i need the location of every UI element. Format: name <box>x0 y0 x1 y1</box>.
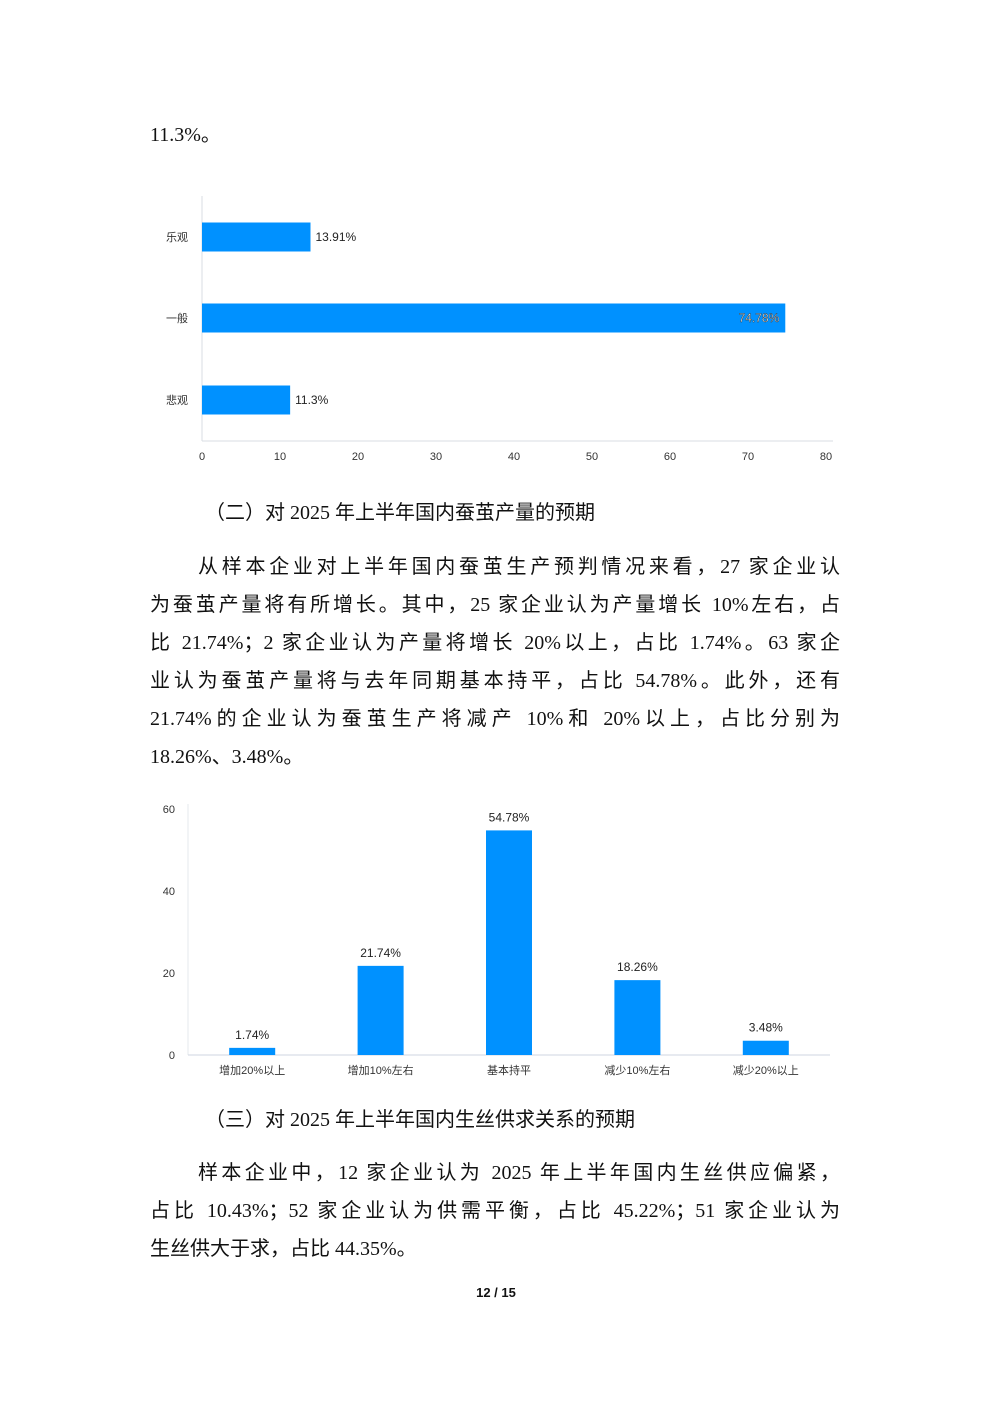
body-text-line: 生丝供大于求，占比 44.35%。 <box>150 1238 417 1260</box>
y-tick-label: 0 <box>169 1050 175 1062</box>
category-label: 增加20%以上 <box>219 1063 285 1077</box>
data-label: 13.91% <box>315 230 356 244</box>
x-tick-label: 60 <box>664 451 676 463</box>
category-label: 悲观 <box>166 393 188 407</box>
body-text-line: 18.26%、3.48%。 <box>150 746 304 768</box>
bar <box>202 222 311 252</box>
data-label: 74.78% <box>739 311 780 325</box>
cocoon-output-bar-chart: 0 20 40 60 1.74% 增加20%以上 21.74% 增加10%左右 54.78% 基本… <box>163 804 830 1077</box>
body-text-line: 样本企业中，12 家企业认为 2025 年上半年国内生丝供应偏紧， <box>198 1162 840 1184</box>
outlook-bar-chart: 0 10 20 30 40 50 60 70 80 乐观 13.91% 一般 74.78% 悲观 11.3% <box>166 196 833 463</box>
x-tick-label: 30 <box>430 451 442 463</box>
bar <box>742 1040 789 1055</box>
category-label: 增加10%左右 <box>348 1063 414 1077</box>
category-label: 减少10%左右 <box>604 1063 670 1077</box>
bar <box>486 830 532 1055</box>
section-heading-2: （二）对 2025 年上半年国内蚕茧产量的预期 <box>205 502 595 524</box>
data-label: 54.78% <box>489 810 530 824</box>
data-label: 21.74% <box>360 946 401 960</box>
data-label: 11.3% <box>295 393 328 407</box>
y-tick-label: 60 <box>163 804 175 816</box>
body-text-line: 业认为蚕茧产量将与去年同期基本持平，占比 54.78%。此外，还有 <box>150 670 840 692</box>
data-label: 1.74% <box>235 1028 269 1042</box>
bar <box>229 1047 276 1055</box>
body-text-line: 为蚕茧产量将有所增长。其中，25 家企业认为产量增长 10%左右，占 <box>150 594 840 616</box>
x-tick-label: 80 <box>820 451 832 463</box>
bar <box>202 303 786 333</box>
data-label: 18.26% <box>617 960 658 974</box>
x-tick-label: 70 <box>742 451 754 463</box>
section-heading-3: （三）对 2025 年上半年国内生丝供求关系的预期 <box>205 1109 635 1131</box>
bar <box>357 965 404 1055</box>
x-tick-label: 40 <box>508 451 520 463</box>
x-tick-label: 10 <box>274 451 286 463</box>
page-number: 12 / 15 <box>476 1285 516 1300</box>
x-tick-label: 20 <box>352 451 364 463</box>
body-text-line: 占比 10.43%；52 家企业认为供需平衡，占比 45.22%；51 家企业认… <box>150 1200 840 1222</box>
bar <box>202 385 291 415</box>
data-label: 3.48% <box>749 1021 783 1035</box>
category-label: 乐观 <box>166 231 188 244</box>
x-tick-label: 0 <box>199 451 205 463</box>
body-text-line: 从样本企业对上半年国内蚕茧生产预判情况来看，27 家企业认 <box>198 556 840 578</box>
category-label: 基本持平 <box>487 1063 531 1077</box>
category-label: 一般 <box>166 312 188 325</box>
x-tick-label: 50 <box>586 451 598 463</box>
y-tick-label: 20 <box>163 968 175 980</box>
y-tick-label: 40 <box>163 886 175 898</box>
body-text-line: 比 21.74%；2 家企业认为产量将增长 20%以上，占比 1.74%。63 … <box>150 632 840 654</box>
category-label: 减少20%以上 <box>733 1064 799 1077</box>
body-text-line: 21.74%的企业认为蚕茧生产将减产 10%和 20%以上，占比分别为 <box>150 708 840 730</box>
bar <box>614 980 661 1055</box>
body-text-line: 11.3%。 <box>150 124 221 146</box>
